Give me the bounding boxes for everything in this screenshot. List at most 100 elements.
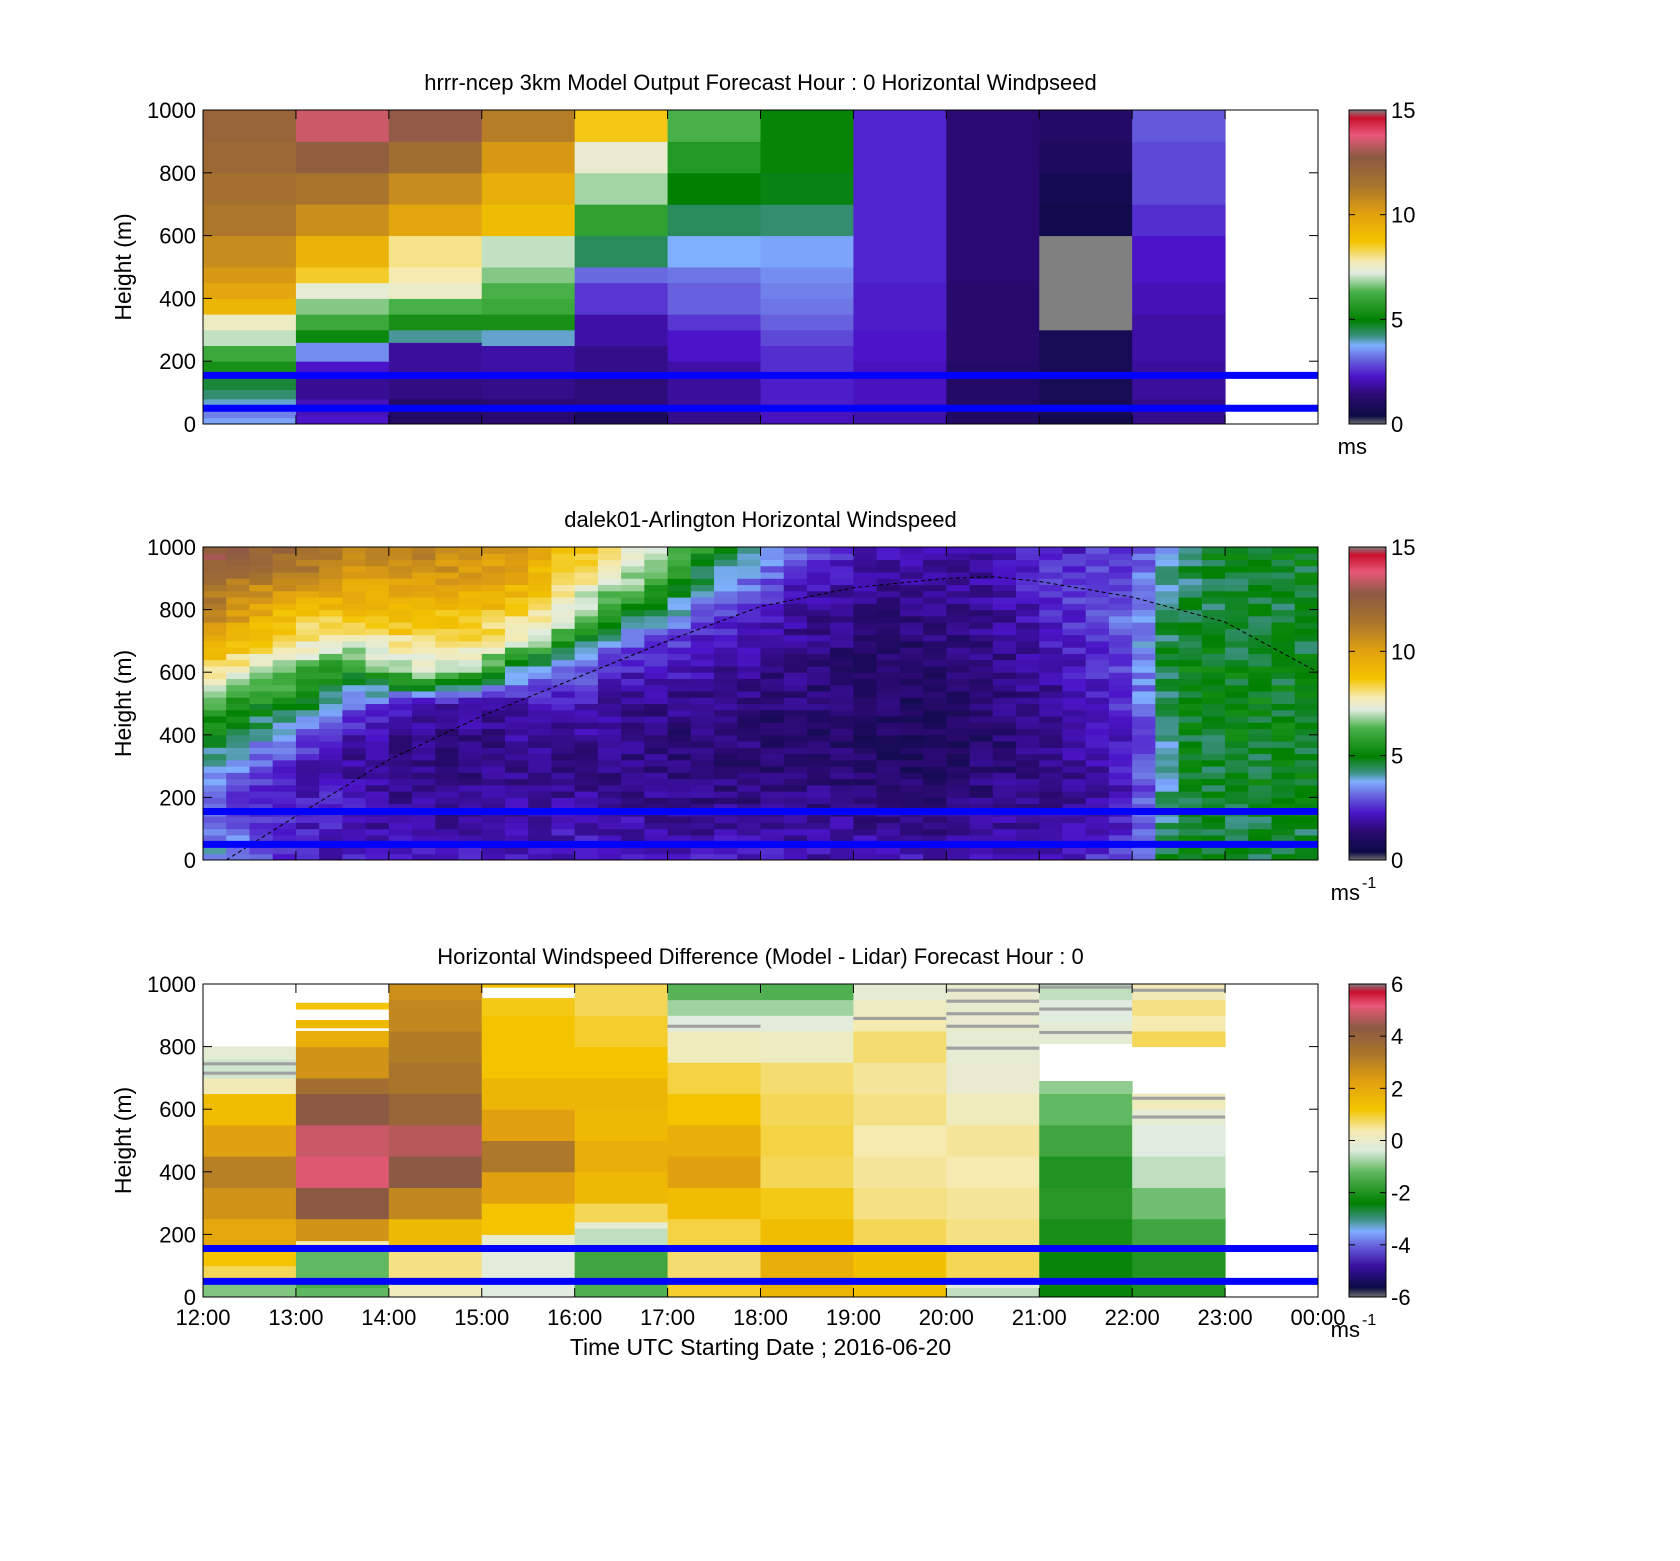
lidar-cell — [249, 741, 274, 748]
heatmap-cell — [667, 1062, 761, 1095]
lidar-cell — [574, 828, 599, 836]
lidar-cell — [412, 847, 436, 855]
lidar-cell — [1201, 559, 1226, 567]
lidar-cell — [899, 578, 924, 586]
lidar-cell — [528, 678, 552, 686]
colorbar-tick-label: 2 — [1391, 1076, 1403, 1101]
heatmap-cell — [760, 1015, 854, 1032]
y-axis-label: Height (m) — [110, 213, 136, 320]
lidar-cell — [203, 672, 227, 679]
lidar-cell — [1108, 628, 1133, 636]
lidar-cell — [295, 547, 320, 554]
lidar-cell — [737, 597, 761, 604]
lidar-cell — [295, 565, 320, 573]
lidar-cell — [319, 559, 343, 567]
lidar-cell — [365, 565, 390, 573]
lidar-cell — [249, 834, 274, 842]
heatmap-cell — [760, 267, 854, 284]
lidar-cell — [481, 578, 506, 586]
lidar-cell — [760, 847, 785, 855]
lidar-cell — [249, 603, 274, 611]
lidar-cell — [1085, 628, 1110, 636]
lidar-cell — [435, 816, 460, 823]
y-tick-label: 400 — [159, 286, 196, 311]
lidar-cell — [714, 584, 738, 592]
lidar-cell — [1155, 647, 1180, 654]
lidar-cell — [690, 615, 715, 623]
lidar-cell — [806, 734, 831, 742]
lidar-cell — [899, 678, 924, 686]
lidar-cell — [365, 572, 390, 579]
lidar-cell — [992, 640, 1017, 648]
lidar-cell — [412, 590, 436, 598]
lidar-cell — [1039, 553, 1063, 561]
lidar-cell — [714, 690, 738, 698]
lidar-cell — [690, 803, 715, 811]
lidar-cell — [1155, 584, 1180, 592]
lidar-cell — [1085, 734, 1110, 742]
lidar-cell — [1108, 709, 1133, 717]
lidar-cell — [574, 753, 599, 761]
lidar-cell — [458, 772, 483, 780]
lidar-cell — [249, 684, 274, 692]
lidar-cell — [551, 678, 576, 686]
lidar-cell — [760, 628, 785, 636]
heatmap-cell — [574, 314, 669, 346]
lidar-cell — [435, 628, 460, 636]
lidar-cell — [412, 753, 436, 761]
lidar-cell — [319, 665, 343, 673]
lidar-cell — [342, 803, 367, 811]
lidar-cell — [760, 703, 785, 711]
lidar-cell — [458, 665, 483, 673]
lidar-cell — [203, 834, 227, 842]
lidar-cell — [783, 728, 808, 736]
lidar-cell — [574, 565, 599, 573]
lidar-cell — [1108, 578, 1133, 586]
lidar-cell — [365, 828, 390, 836]
lidar-cell — [621, 791, 645, 798]
lidar-cell — [388, 603, 413, 611]
lidar-cell — [249, 759, 274, 767]
lidar-cell — [1016, 578, 1040, 586]
lidar-cell — [597, 722, 622, 730]
lidar-cell — [597, 753, 622, 761]
heatmap-cell — [853, 1156, 947, 1188]
lidar-cell — [388, 741, 413, 748]
lidar-cell — [876, 640, 901, 648]
lidar-cell — [342, 565, 367, 573]
lidar-cell — [1155, 572, 1180, 579]
lidar-cell — [737, 816, 761, 823]
lidar-cell — [1062, 603, 1087, 611]
heatmap-cell — [946, 1062, 1040, 1095]
lidar-cell — [249, 766, 274, 773]
lidar-cell — [923, 547, 947, 554]
lidar-cell — [737, 553, 761, 561]
lidar-cell — [667, 728, 692, 736]
lidar-cell — [1039, 678, 1063, 686]
lidar-cell — [1016, 734, 1040, 742]
lidar-cell — [737, 709, 761, 717]
lidar-cell — [1225, 547, 1249, 554]
lidar-cell — [714, 728, 738, 736]
lidar-cell — [714, 672, 738, 679]
lidar-cell — [946, 834, 971, 842]
lidar-cell — [969, 684, 994, 692]
lidar-cell — [899, 853, 924, 861]
heatmap-cell-gray — [667, 1024, 761, 1028]
lidar-cell — [923, 766, 947, 773]
lidar-cell — [1062, 766, 1087, 773]
lidar-cell — [806, 747, 831, 755]
lidar-cell — [1039, 766, 1063, 773]
lidar-cell — [621, 672, 645, 679]
lidar-cell — [760, 797, 785, 805]
y-axis-label: Height (m) — [110, 1087, 136, 1194]
lidar-cell — [1108, 784, 1133, 792]
lidar-cell — [946, 803, 971, 811]
lidar-cell — [946, 584, 971, 592]
lidar-cell — [342, 603, 367, 611]
lidar-cell — [899, 565, 924, 573]
lidar-cell — [226, 847, 250, 855]
lidar-cell — [644, 609, 669, 617]
heatmap-cell — [295, 204, 390, 237]
lidar-cell — [551, 590, 576, 598]
